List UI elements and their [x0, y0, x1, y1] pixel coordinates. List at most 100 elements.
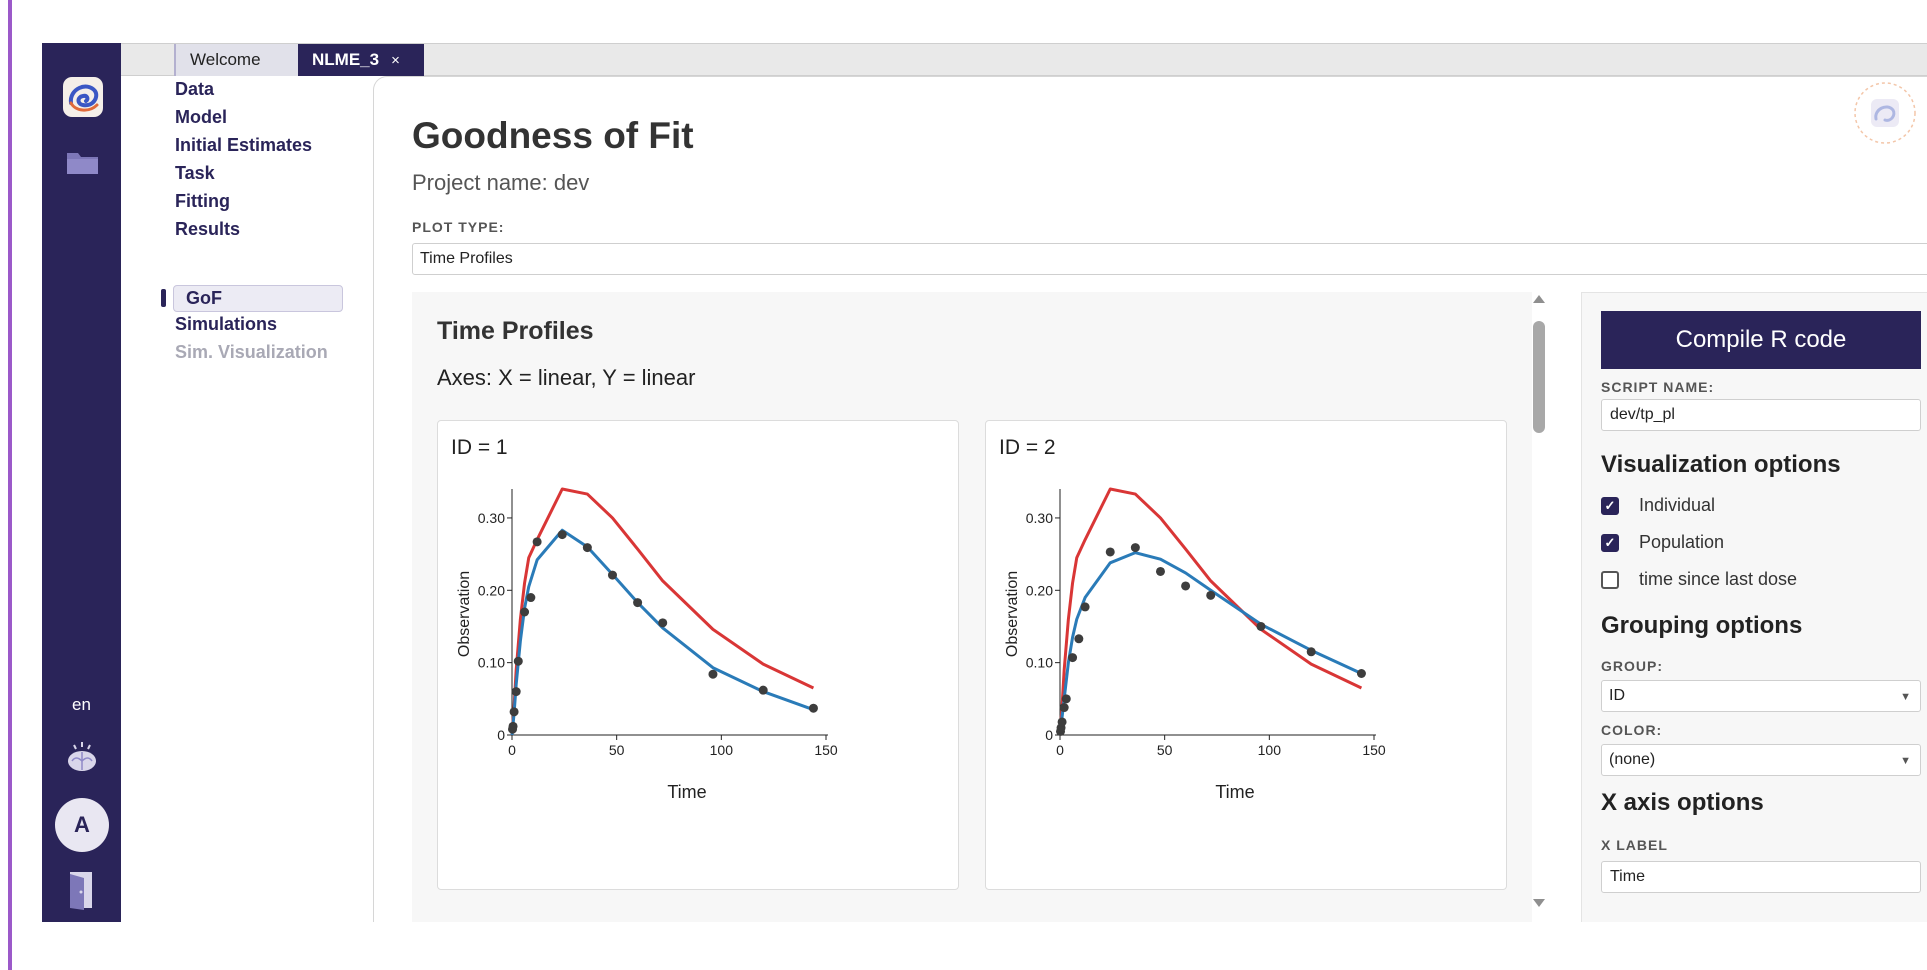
tab-bar: Welcome NLME_3 ×	[121, 43, 1927, 76]
observation-point	[557, 530, 567, 540]
plot-panel-scrollbar[interactable]	[1532, 295, 1546, 907]
left-rail: en A	[42, 43, 121, 922]
plot-panel: Time Profiles Axes: X = linear, Y = line…	[412, 292, 1532, 922]
chart-id-2: 0 50 100 150 0 0.10 0.20 0.30 Time Observation	[1004, 487, 1386, 802]
checkbox-checked-icon[interactable]: ✓	[1601, 533, 1619, 552]
group-select[interactable]: ID ▼	[1601, 680, 1921, 712]
language-switch[interactable]: en	[72, 695, 91, 714]
main-content: Goodness of Fit Project name: dev PLOT T…	[373, 76, 1927, 922]
brain-icon[interactable]	[64, 739, 100, 775]
project-name: Project name: dev	[412, 170, 590, 195]
x-axis-options-title: X axis options	[1601, 789, 1764, 816]
group-label: GROUP:	[1601, 658, 1663, 674]
individual-prediction-line	[510, 528, 814, 736]
active-nav-marker	[161, 289, 166, 307]
scroll-up-icon[interactable]	[1533, 295, 1545, 303]
nav-item-model[interactable]: Model	[175, 107, 227, 127]
tab-welcome-label: Welcome	[190, 50, 261, 69]
x-axis-label: Time	[667, 782, 706, 802]
logout-door-icon[interactable]	[66, 870, 96, 910]
y-axis-label: Observation	[1004, 571, 1021, 657]
chart-title: ID = 1	[451, 436, 508, 459]
grouping-options-title: Grouping options	[1601, 612, 1803, 639]
app-logo-badge-icon	[1854, 82, 1916, 144]
page-title: Goodness of Fit	[412, 115, 694, 156]
observation-point	[808, 703, 818, 713]
observation-point	[511, 687, 521, 697]
x-tick-label: 0	[1056, 742, 1064, 758]
nav-item-results[interactable]: Results	[175, 219, 241, 239]
observation-point	[520, 607, 530, 617]
observation-point	[509, 707, 519, 717]
checkbox-unchecked-icon[interactable]	[1601, 570, 1619, 589]
observation-point	[1155, 566, 1165, 576]
observation-point	[526, 593, 536, 603]
options-panel: Compile R code SCRIPT NAME: dev/tp_pl Vi…	[1581, 292, 1927, 922]
tab-welcome[interactable]: Welcome	[174, 44, 298, 76]
nav-item-initial-estimates[interactable]: Initial Estimates	[175, 135, 313, 155]
observation-point	[758, 685, 768, 695]
folder-icon[interactable]	[66, 149, 99, 175]
x-label-input[interactable]: Time	[1601, 861, 1921, 893]
scroll-down-icon[interactable]	[1533, 899, 1545, 907]
x-tick-label: 50	[609, 742, 625, 758]
observation-point	[607, 570, 617, 580]
plot-type-label: PLOT TYPE:	[412, 219, 505, 235]
tab-nlme-3[interactable]: NLME_3 ×	[298, 44, 424, 76]
nav-item-task[interactable]: Task	[175, 163, 215, 183]
compile-r-code-button[interactable]: Compile R code	[1601, 311, 1921, 369]
chart-card-id-1: ID = 1 0 50 100 150 0 0.10 0.20 0.30 Time Observa…	[437, 420, 959, 890]
option-individual[interactable]: ✓ Individual	[1601, 495, 1715, 516]
y-tick-label: 0	[1045, 727, 1053, 743]
population-prediction-line	[510, 487, 815, 736]
x-tick-label: 100	[1258, 742, 1282, 758]
x-tick-label: 50	[1157, 742, 1173, 758]
scrollbar-thumb[interactable]	[1533, 321, 1545, 433]
axes-description: Axes: X = linear, Y = linear	[437, 365, 696, 390]
observation-point	[1080, 602, 1090, 612]
tab-close-icon[interactable]: ×	[391, 51, 400, 69]
y-tick-label: 0.30	[1026, 510, 1053, 526]
option-label: time since last dose	[1639, 569, 1798, 589]
app-logo-icon[interactable]	[61, 75, 105, 119]
workflow-nav: Data Model Initial Estimates Task Fittin…	[121, 76, 373, 922]
observation-point	[1057, 717, 1067, 727]
observation-point	[513, 656, 523, 666]
observation-point	[1206, 590, 1216, 600]
observation-point	[708, 669, 718, 679]
option-time-since-last-dose[interactable]: time since last dose	[1601, 569, 1797, 590]
y-tick-label: 0.10	[478, 655, 505, 671]
checkbox-checked-icon[interactable]: ✓	[1601, 496, 1619, 515]
chevron-down-icon: ▼	[1900, 755, 1911, 767]
script-name-input[interactable]: dev/tp_pl	[1601, 399, 1921, 431]
x-label-label: X LABEL	[1601, 837, 1668, 853]
observation-point	[508, 721, 518, 731]
observation-point	[1105, 547, 1115, 557]
group-value: ID	[1609, 687, 1625, 704]
chart-card-id-2: ID = 2 0 50 100 150 0 0.10 0.20 0.30 Time Observa…	[985, 420, 1507, 890]
observation-point	[658, 618, 668, 628]
nav-item-gof[interactable]: GoF	[173, 285, 343, 312]
nav-item-simulations[interactable]: Simulations	[175, 314, 278, 334]
y-tick-label: 0.20	[478, 582, 505, 598]
color-value: (none)	[1609, 751, 1656, 768]
population-prediction-line	[1058, 487, 1363, 736]
plot-type-select[interactable]: Time Profiles ▼	[412, 243, 1927, 275]
observation-point	[1059, 703, 1069, 713]
nav-item-data[interactable]: Data	[175, 79, 215, 99]
observation-point	[1074, 634, 1084, 644]
observation-point	[1356, 669, 1366, 678]
plot-type-value: Time Profiles	[420, 250, 513, 267]
visualization-options-title: Visualization options	[1601, 451, 1841, 478]
nav-item-fitting[interactable]: Fitting	[175, 191, 230, 211]
option-label: Population	[1639, 532, 1725, 552]
user-avatar[interactable]: A	[55, 798, 109, 852]
x-tick-label: 0	[508, 742, 516, 758]
y-tick-label: 0.20	[1026, 582, 1053, 598]
observation-point	[1061, 694, 1071, 704]
x-tick-label: 150	[814, 742, 838, 758]
color-select[interactable]: (none) ▼	[1601, 744, 1921, 776]
option-population[interactable]: ✓ Population	[1601, 532, 1724, 553]
nav-item-sim-visualization: Sim. Visualization	[175, 342, 328, 362]
y-tick-label: 0.30	[478, 510, 505, 526]
